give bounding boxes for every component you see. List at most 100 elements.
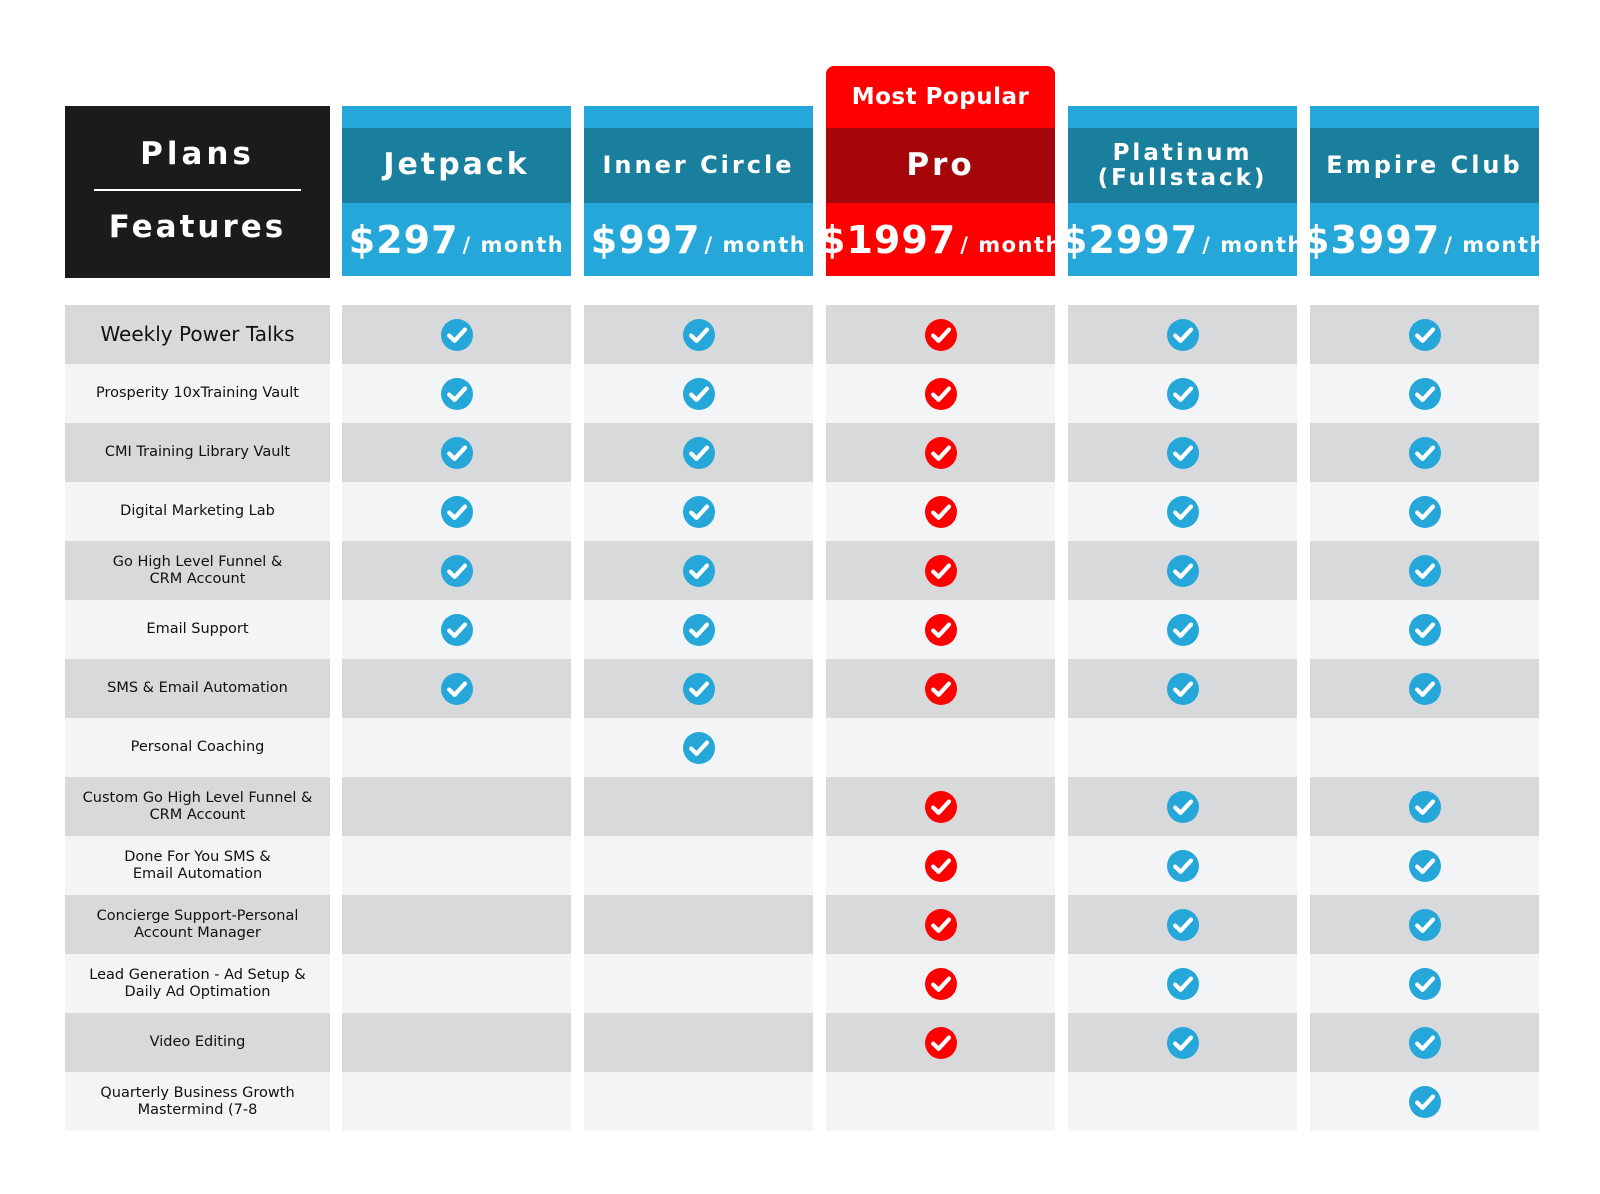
feature-label: Weekly Power Talks xyxy=(65,305,330,364)
check-circle-icon xyxy=(1408,908,1442,942)
feature-included-cell xyxy=(1310,1013,1539,1072)
feature-included-cell xyxy=(342,364,571,423)
check-circle-icon xyxy=(924,790,958,824)
feature-empty-cell xyxy=(584,1072,813,1131)
feature-empty-cell xyxy=(584,777,813,836)
feature-included-cell xyxy=(1068,541,1297,600)
check-circle-icon xyxy=(682,672,716,706)
feature-included-cell xyxy=(826,777,1055,836)
feature-included-cell xyxy=(826,423,1055,482)
feature-empty-cell xyxy=(342,718,571,777)
feature-included-cell xyxy=(1068,423,1297,482)
plan-top-band xyxy=(342,106,571,128)
feature-label: Done For You SMS & Email Automation xyxy=(65,836,330,895)
feature-included-cell xyxy=(826,1013,1055,1072)
feature-included-cell xyxy=(1310,482,1539,541)
feature-empty-cell xyxy=(584,1013,813,1072)
feature-included-cell xyxy=(342,541,571,600)
check-circle-icon xyxy=(1166,613,1200,647)
price-period: / month xyxy=(1202,232,1304,257)
feature-empty-cell xyxy=(342,1072,571,1131)
check-circle-icon xyxy=(682,554,716,588)
check-circle-icon xyxy=(682,731,716,765)
plan-header-pro: Most Popular Pro $1997/ month xyxy=(819,66,1060,276)
feature-included-cell xyxy=(1310,836,1539,895)
check-circle-icon xyxy=(440,436,474,470)
plan-price: $2997/ month xyxy=(1061,203,1302,276)
feature-included-cell xyxy=(584,718,813,777)
price-amount: $3997 xyxy=(1303,217,1441,262)
check-circle-icon xyxy=(1408,1026,1442,1060)
feature-included-cell xyxy=(1310,1072,1539,1131)
check-circle-icon xyxy=(924,377,958,411)
check-circle-icon xyxy=(924,1026,958,1060)
feature-label: Concierge Support-Personal Account Manag… xyxy=(65,895,330,954)
plan-header-empire-club: Empire Club $3997/ month xyxy=(1303,106,1544,276)
plan-price: $3997/ month xyxy=(1303,203,1544,276)
plan-price: $997/ month xyxy=(584,203,813,276)
plan-top-band xyxy=(1310,106,1539,128)
check-circle-icon xyxy=(924,318,958,352)
feature-included-cell xyxy=(1310,600,1539,659)
most-popular-badge: Most Popular xyxy=(826,66,1055,128)
price-amount: $1997 xyxy=(819,217,957,262)
check-circle-icon xyxy=(1166,377,1200,411)
check-circle-icon xyxy=(924,613,958,647)
check-circle-icon xyxy=(1166,1026,1200,1060)
price-period: / month xyxy=(704,232,807,257)
check-circle-icon xyxy=(1166,318,1200,352)
plan-header-platinum-fullstack: Platinum (Fullstack) $2997/ month xyxy=(1061,106,1302,276)
price-amount: $997 xyxy=(590,217,701,262)
price-amount: $2997 xyxy=(1061,217,1199,262)
plan-name: Pro xyxy=(826,128,1055,203)
check-circle-icon xyxy=(924,554,958,588)
feature-included-cell xyxy=(1310,364,1539,423)
check-circle-icon xyxy=(1166,554,1200,588)
feature-included-cell xyxy=(584,482,813,541)
check-circle-icon xyxy=(682,436,716,470)
feature-empty-cell xyxy=(1068,718,1297,777)
check-circle-icon xyxy=(1166,672,1200,706)
check-circle-icon xyxy=(1166,967,1200,1001)
check-circle-icon xyxy=(1408,672,1442,706)
check-circle-icon xyxy=(924,495,958,529)
feature-included-cell xyxy=(342,482,571,541)
feature-included-cell xyxy=(1310,541,1539,600)
check-circle-icon xyxy=(924,849,958,883)
plan-top-band xyxy=(584,106,813,128)
feature-included-cell xyxy=(1310,305,1539,364)
check-circle-icon xyxy=(1408,849,1442,883)
feature-included-cell xyxy=(342,305,571,364)
check-circle-icon xyxy=(1166,849,1200,883)
feature-included-cell xyxy=(1310,777,1539,836)
check-circle-icon xyxy=(1166,436,1200,470)
feature-included-cell xyxy=(1068,954,1297,1013)
plan-name: Inner Circle xyxy=(584,128,813,203)
feature-included-cell xyxy=(826,305,1055,364)
check-circle-icon xyxy=(1408,554,1442,588)
check-circle-icon xyxy=(924,672,958,706)
plan-name: Platinum (Fullstack) xyxy=(1068,128,1297,203)
plan-name: Jetpack xyxy=(342,128,571,203)
price-period: / month xyxy=(1444,232,1546,257)
feature-empty-cell xyxy=(342,954,571,1013)
plan-header-jetpack: Jetpack $297/ month xyxy=(342,106,571,276)
check-circle-icon xyxy=(1408,790,1442,824)
feature-included-cell xyxy=(342,423,571,482)
plan-header-inner-circle: Inner Circle $997/ month xyxy=(584,106,813,276)
feature-empty-cell xyxy=(584,836,813,895)
check-circle-icon xyxy=(924,436,958,470)
feature-included-cell xyxy=(826,482,1055,541)
check-circle-icon xyxy=(1408,318,1442,352)
check-circle-icon xyxy=(1408,613,1442,647)
feature-empty-cell xyxy=(826,718,1055,777)
check-circle-icon xyxy=(440,554,474,588)
feature-label: Video Editing xyxy=(65,1013,330,1072)
feature-included-cell xyxy=(342,600,571,659)
feature-included-cell xyxy=(1310,659,1539,718)
plans-label: Plans xyxy=(140,136,255,172)
feature-included-cell xyxy=(584,541,813,600)
feature-label: Custom Go High Level Funnel & CRM Accoun… xyxy=(65,777,330,836)
plan-price: $1997/ month xyxy=(819,203,1060,276)
